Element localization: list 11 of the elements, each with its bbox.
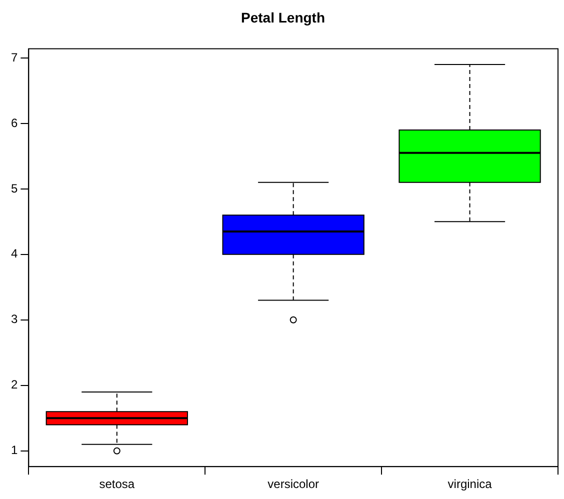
y-tick-label: 2: [10, 378, 18, 392]
x-tick-label: setosa: [99, 477, 135, 492]
y-tick-label: 6: [10, 116, 18, 130]
y-tick-label: 3: [10, 312, 18, 326]
y-tick-label: 1: [10, 443, 18, 458]
y-tick-label: 5: [10, 181, 18, 196]
chart-title: Petal Length: [240, 9, 326, 26]
y-tick-label: 7: [10, 50, 18, 64]
x-tick-label: virginica: [448, 477, 492, 492]
y-tick-label: 4: [10, 246, 18, 261]
x-tick-label: versicolor: [268, 477, 320, 492]
